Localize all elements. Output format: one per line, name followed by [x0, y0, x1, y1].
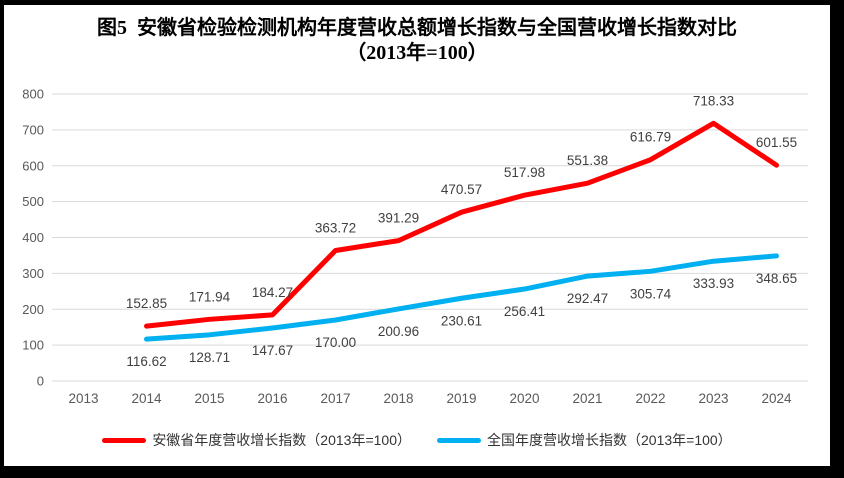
- y-tick-label: 500: [22, 194, 44, 209]
- x-tick-label: 2013: [68, 391, 98, 406]
- data-label: 170.00: [315, 335, 356, 350]
- data-label: 152.85: [126, 296, 167, 311]
- data-label: 470.57: [441, 182, 482, 197]
- chart-title-line1: 图5 安徽省检验检测机构年度营收总额增长指数与全国营收增长指数对比: [97, 17, 737, 39]
- y-tick-label: 700: [22, 122, 44, 137]
- legend-line-swatch-national: [437, 437, 481, 443]
- data-label: 128.71: [189, 350, 230, 365]
- x-tick-label: 2016: [257, 391, 287, 406]
- data-label: 292.47: [567, 291, 608, 306]
- series-line-1: [144, 253, 779, 342]
- data-label: 517.98: [504, 165, 545, 180]
- series-line-0: [144, 120, 779, 329]
- x-tick-label: 2021: [572, 391, 602, 406]
- chart-title-line2: （2013年=100）: [346, 42, 488, 64]
- x-tick-label: 2019: [446, 391, 476, 406]
- x-tick-label: 2017: [320, 391, 350, 406]
- data-label: 230.61: [441, 313, 482, 328]
- legend-item-anhui: 安徽省年度营收增长指数（2013年=100）: [102, 430, 411, 450]
- x-tick-label: 2023: [698, 391, 728, 406]
- data-label: 184.27: [252, 285, 293, 300]
- x-tick-label: 2014: [131, 391, 162, 406]
- y-tick-label: 0: [37, 374, 44, 389]
- y-tick-label: 800: [22, 87, 44, 102]
- line-chart-plot: 0 100 200 300 400 500 600 700 800 2013 2014 2015 201…: [22, 87, 808, 406]
- legend-item-national: 全国年度营收增长指数（2013年=100）: [437, 430, 732, 450]
- legend-line-swatch-anhui: [102, 437, 147, 443]
- y-tick-label: 100: [22, 338, 44, 353]
- data-label: 616.79: [630, 130, 671, 145]
- chart-legend: 安徽省年度营收增长指数（2013年=100） 全国年度营收增长指数（2013年=…: [4, 430, 830, 450]
- data-label: 147.67: [252, 343, 293, 358]
- data-label: 200.96: [378, 324, 419, 339]
- x-tick-label: 2018: [383, 391, 413, 406]
- data-label: 391.29: [378, 211, 419, 226]
- y-tick-label: 200: [22, 302, 44, 317]
- data-label: 171.94: [189, 289, 231, 304]
- data-label: 333.93: [693, 276, 734, 291]
- y-tick-label: 300: [22, 266, 44, 281]
- chart-title: 图5 安徽省检验检测机构年度营收总额增长指数与全国营收增长指数对比 （2013年…: [4, 16, 830, 66]
- y-tick-label: 400: [22, 230, 44, 245]
- data-label: 348.65: [756, 271, 797, 286]
- legend-label-national: 全国年度营收增长指数（2013年=100）: [487, 432, 732, 448]
- data-label: 551.38: [567, 153, 608, 168]
- data-label: 305.74: [630, 286, 672, 301]
- x-tick-label: 2022: [635, 391, 665, 406]
- legend-label-anhui: 安徽省年度营收增长指数（2013年=100）: [152, 432, 411, 448]
- data-label: 116.62: [126, 354, 166, 369]
- x-tick-label: 2015: [194, 391, 224, 406]
- data-label: 256.41: [504, 304, 545, 319]
- x-tick-label: 2020: [509, 391, 539, 406]
- y-tick-label: 600: [22, 158, 44, 173]
- data-label: 718.33: [693, 93, 734, 108]
- x-tick-label: 2024: [761, 391, 792, 406]
- data-label: 601.55: [756, 135, 797, 150]
- data-label: 363.72: [315, 221, 356, 236]
